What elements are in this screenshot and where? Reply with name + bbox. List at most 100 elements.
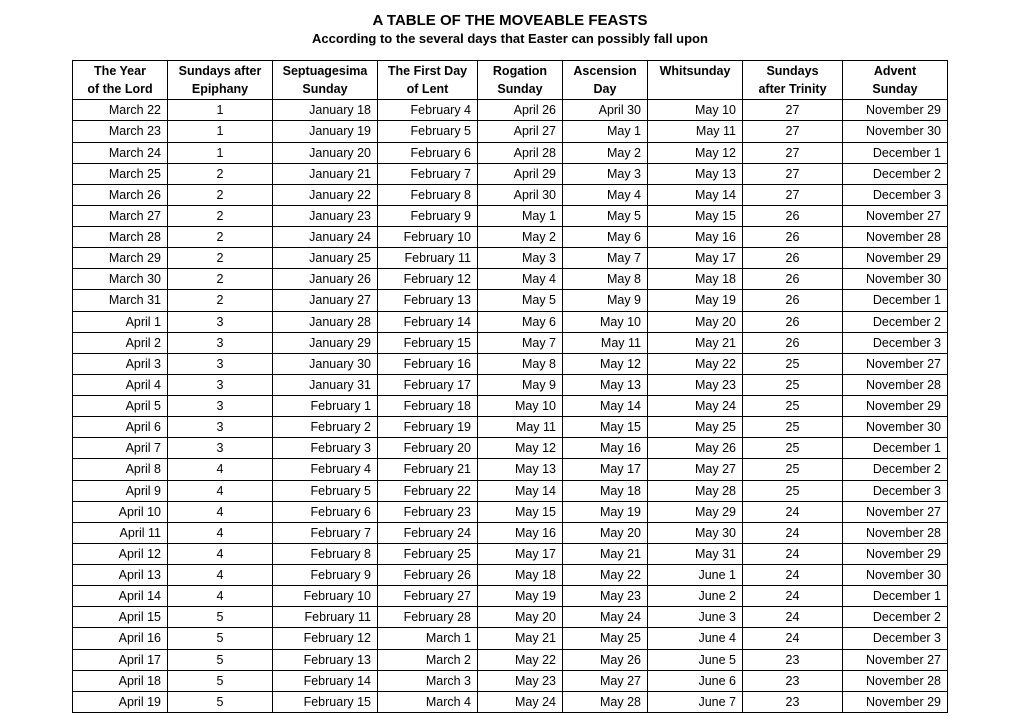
table-cell: December 1 [843, 586, 948, 607]
table-cell: May 11 [478, 417, 563, 438]
table-cell: May 15 [648, 205, 743, 226]
table-cell: December 3 [843, 628, 948, 649]
table-cell: 26 [743, 227, 843, 248]
table-cell: February 21 [378, 459, 478, 480]
table-cell: April 30 [563, 100, 648, 121]
table-cell: February 10 [378, 227, 478, 248]
table-cell: November 29 [843, 100, 948, 121]
table-cell: April 26 [478, 100, 563, 121]
table-cell: January 24 [273, 227, 378, 248]
table-header-line: Septuagesima [279, 62, 371, 80]
table-cell: February 12 [378, 269, 478, 290]
table-cell: May 14 [563, 396, 648, 417]
table-cell: May 21 [478, 628, 563, 649]
table-header-line: The First Day [384, 62, 471, 80]
table-cell: 3 [168, 332, 273, 353]
table-cell: May 28 [563, 691, 648, 712]
table-cell: January 25 [273, 248, 378, 269]
table-header-line: Sundays after [174, 62, 266, 80]
table-cell: April 29 [478, 163, 563, 184]
table-cell: 4 [168, 501, 273, 522]
table-header-cell: AscensionDay [563, 61, 648, 100]
table-cell: 5 [168, 670, 273, 691]
table-cell: May 8 [478, 353, 563, 374]
table-cell: April 18 [73, 670, 168, 691]
table-cell: June 4 [648, 628, 743, 649]
table-cell: February 25 [378, 543, 478, 564]
table-cell: April 3 [73, 353, 168, 374]
table-cell: March 3 [378, 670, 478, 691]
table-cell: February 3 [273, 438, 378, 459]
table-cell: November 27 [843, 353, 948, 374]
table-cell: April 27 [478, 121, 563, 142]
table-cell: February 13 [378, 290, 478, 311]
table-cell: February 16 [378, 353, 478, 374]
table-cell: February 23 [378, 501, 478, 522]
table-cell: May 17 [648, 248, 743, 269]
table-cell: November 28 [843, 522, 948, 543]
table-cell: May 21 [563, 543, 648, 564]
table-cell: February 6 [378, 142, 478, 163]
table-cell: 1 [168, 100, 273, 121]
table-cell: 24 [743, 501, 843, 522]
table-row: April 84February 4February 21May 13May 1… [73, 459, 948, 480]
table-cell: April 14 [73, 586, 168, 607]
table-cell: May 22 [563, 565, 648, 586]
table-cell: February 4 [273, 459, 378, 480]
table-cell: May 4 [478, 269, 563, 290]
table-cell: February 10 [273, 586, 378, 607]
table-cell: May 27 [563, 670, 648, 691]
table-cell: February 6 [273, 501, 378, 522]
table-cell: March 1 [378, 628, 478, 649]
table-cell: February 4 [378, 100, 478, 121]
table-cell: 24 [743, 543, 843, 564]
table-cell: May 11 [648, 121, 743, 142]
table-cell: May 28 [648, 480, 743, 501]
table-cell: 24 [743, 565, 843, 586]
table-header-line: of the Lord [79, 80, 161, 98]
table-cell: 24 [743, 628, 843, 649]
table-cell: May 13 [648, 163, 743, 184]
table-cell: May 24 [478, 691, 563, 712]
table-cell: April 1 [73, 311, 168, 332]
table-cell: May 22 [478, 649, 563, 670]
table-cell: February 7 [378, 163, 478, 184]
table-cell: May 15 [563, 417, 648, 438]
table-cell: May 23 [648, 374, 743, 395]
table-cell: February 13 [273, 649, 378, 670]
table-cell: February 19 [378, 417, 478, 438]
table-cell: February 11 [378, 248, 478, 269]
table-cell: 1 [168, 142, 273, 163]
table-header-line: Sunday [279, 80, 371, 98]
table-cell: June 6 [648, 670, 743, 691]
table-row: April 185February 14March 3May 23May 27J… [73, 670, 948, 691]
table-cell: May 18 [563, 480, 648, 501]
table-cell: December 2 [843, 607, 948, 628]
table-cell: 5 [168, 607, 273, 628]
table-cell: February 2 [273, 417, 378, 438]
table-cell: November 29 [843, 691, 948, 712]
table-cell: November 27 [843, 649, 948, 670]
table-header-cell: Whitsunday [648, 61, 743, 100]
table-cell: March 4 [378, 691, 478, 712]
table-header-row: The Yearof the LordSundays afterEpiphany… [73, 61, 948, 100]
table-cell: January 31 [273, 374, 378, 395]
table-cell: 23 [743, 649, 843, 670]
table-cell: 3 [168, 438, 273, 459]
table-cell: May 3 [563, 163, 648, 184]
table-cell: May 7 [478, 332, 563, 353]
table-header-line: of Lent [384, 80, 471, 98]
table-cell: April 6 [73, 417, 168, 438]
table-cell: May 22 [648, 353, 743, 374]
table-cell: December 1 [843, 142, 948, 163]
table-cell: May 26 [648, 438, 743, 459]
table-cell: January 23 [273, 205, 378, 226]
table-cell: February 12 [273, 628, 378, 649]
table-cell: 4 [168, 565, 273, 586]
table-cell: 2 [168, 290, 273, 311]
table-cell: January 20 [273, 142, 378, 163]
table-cell: 4 [168, 543, 273, 564]
table-cell: May 12 [648, 142, 743, 163]
table-header-line [654, 80, 736, 98]
table-cell: 27 [743, 184, 843, 205]
